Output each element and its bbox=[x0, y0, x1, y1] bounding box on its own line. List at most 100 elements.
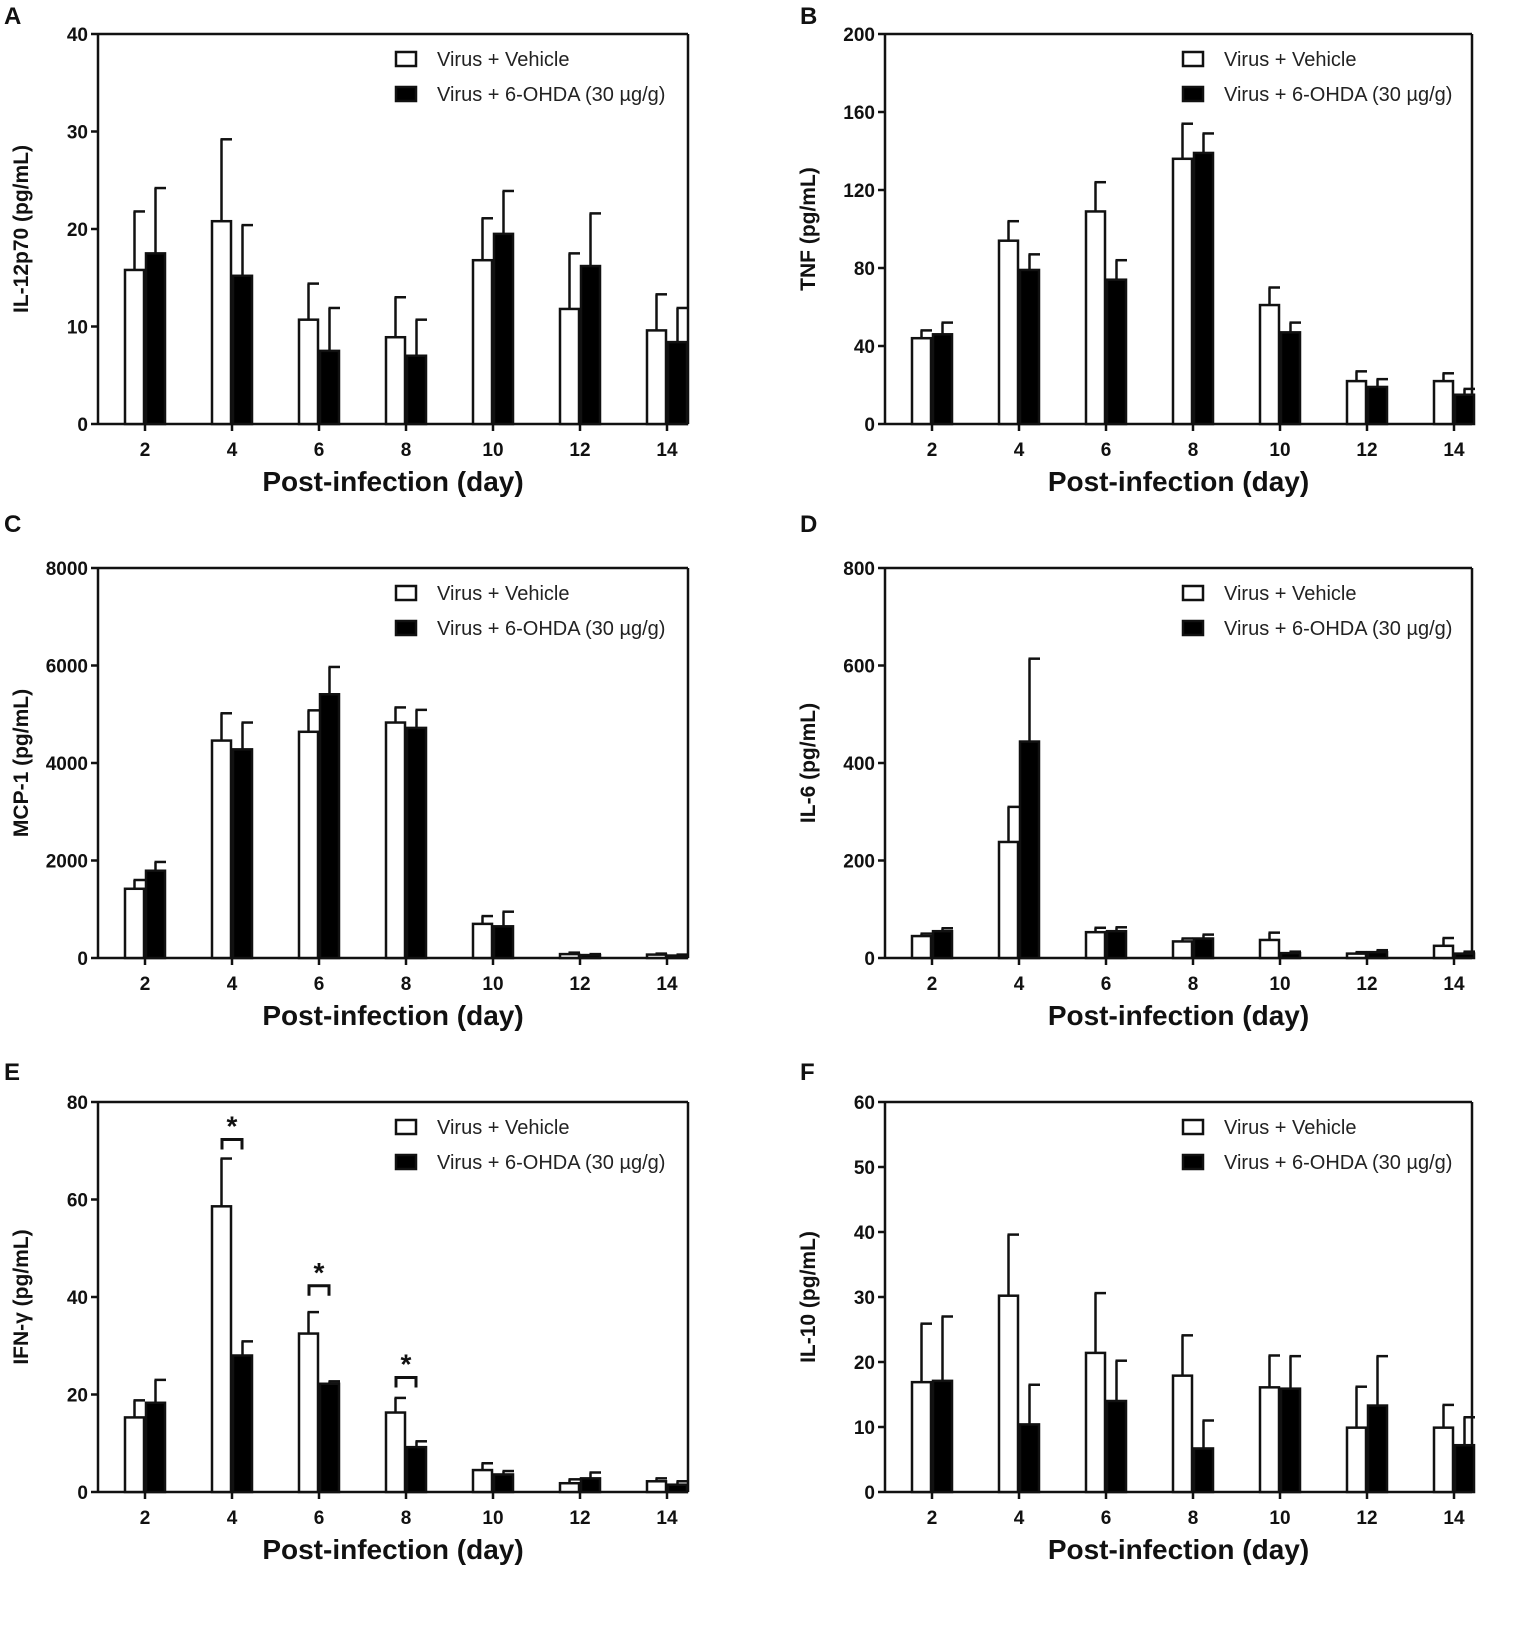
legend-swatch-6ohda bbox=[1181, 85, 1205, 103]
x-tick-label: 2 bbox=[140, 1508, 151, 1529]
y-tick-label: 80 bbox=[854, 259, 875, 280]
bar-vehicle-day-10 bbox=[471, 1468, 494, 1494]
bar-6ohda-day-6 bbox=[1105, 929, 1128, 960]
legend-label: Virus + Vehicle bbox=[1224, 583, 1357, 605]
y-tick-label: 60 bbox=[854, 1093, 875, 1114]
x-tick-label: 4 bbox=[1014, 1508, 1025, 1529]
x-tick-label: 12 bbox=[1356, 1508, 1377, 1529]
chart-panel-a: A 0 10 20 30 40 IL-12p70 (pg/mL) Post-infection… bbox=[4, 3, 690, 497]
bar-6ohda-day-2 bbox=[931, 929, 954, 960]
y-tick-label: 6000 bbox=[46, 657, 88, 678]
bar-6ohda-day-12 bbox=[1366, 1404, 1389, 1494]
bar-6ohda-day-14 bbox=[1453, 393, 1476, 426]
x-tick-label: 10 bbox=[482, 1508, 503, 1529]
bar-vehicle-day-10 bbox=[1258, 303, 1281, 426]
y-tick-label: 40 bbox=[67, 1288, 88, 1309]
bar-6ohda-day-14 bbox=[1453, 952, 1476, 960]
bar-6ohda-day-4 bbox=[1018, 1423, 1041, 1494]
panel-letter: F bbox=[800, 1059, 815, 1086]
bar-vehicle-day-10 bbox=[1258, 938, 1281, 960]
bar-6ohda-day-8 bbox=[1192, 1447, 1215, 1494]
y-axis-title: IL-12p70 (pg/mL) bbox=[10, 145, 33, 313]
x-tick-label: 2 bbox=[927, 440, 938, 461]
y-tick-label: 8000 bbox=[46, 559, 88, 580]
bar-6ohda-day-8 bbox=[1192, 151, 1215, 426]
y-tick-label: 60 bbox=[67, 1191, 88, 1212]
bar-vehicle-day-12 bbox=[558, 1481, 581, 1494]
legend-swatch-vehicle bbox=[394, 1118, 418, 1136]
bar-vehicle-day-10 bbox=[471, 258, 494, 426]
bar-vehicle-day-10 bbox=[1258, 1386, 1281, 1494]
bar-vehicle-day-8 bbox=[1171, 1374, 1194, 1494]
x-axis-title: Post-infection (day) bbox=[1048, 1000, 1309, 1031]
bar-vehicle-day-12 bbox=[558, 952, 581, 960]
panel-letter: D bbox=[800, 511, 817, 538]
x-tick-label: 10 bbox=[1269, 974, 1290, 995]
bar-vehicle-day-6 bbox=[297, 318, 320, 426]
legend-label: Virus + Vehicle bbox=[437, 583, 570, 605]
bar-6ohda-day-6 bbox=[1105, 278, 1128, 426]
y-tick-label: 0 bbox=[864, 415, 875, 436]
bar-vehicle-day-8 bbox=[384, 1411, 407, 1494]
x-tick-label: 2 bbox=[927, 974, 938, 995]
y-tick-label: 800 bbox=[843, 559, 875, 580]
y-axis-title: TNF (pg/mL) bbox=[797, 167, 820, 291]
y-tick-label: 20 bbox=[854, 1353, 875, 1374]
bar-6ohda-day-14 bbox=[666, 954, 689, 960]
panel-letter: A bbox=[4, 3, 21, 30]
x-tick-label: 8 bbox=[401, 440, 412, 461]
x-tick-label: 8 bbox=[1188, 440, 1199, 461]
bar-vehicle-day-14 bbox=[645, 953, 668, 960]
x-tick-label: 6 bbox=[1101, 974, 1112, 995]
x-tick-label: 2 bbox=[140, 974, 151, 995]
bar-vehicle-day-2 bbox=[123, 268, 146, 426]
y-axis-title: MCP-1 (pg/mL) bbox=[10, 689, 33, 837]
y-axis-title: IFN-γ (pg/mL) bbox=[10, 1229, 33, 1364]
bar-vehicle-day-2 bbox=[123, 1416, 146, 1494]
y-tick-label: 120 bbox=[843, 181, 875, 202]
x-tick-label: 4 bbox=[227, 440, 238, 461]
x-tick-label: 12 bbox=[569, 1508, 590, 1529]
bar-vehicle-day-2 bbox=[910, 1380, 933, 1494]
y-tick-label: 20 bbox=[67, 1386, 88, 1407]
bar-vehicle-day-2 bbox=[910, 934, 933, 960]
y-tick-label: 40 bbox=[67, 25, 88, 46]
bar-6ohda-day-6 bbox=[1105, 1399, 1128, 1494]
chart-panel-c: C 0 2000 4000 6000 8000 MCP-1 (pg/mL) Post-infe… bbox=[4, 511, 690, 1031]
y-tick-label: 80 bbox=[67, 1093, 88, 1114]
x-tick-label: 12 bbox=[1356, 440, 1377, 461]
significance-star: * bbox=[227, 1111, 238, 1142]
y-tick-label: 30 bbox=[67, 123, 88, 144]
legend-label: Virus + Vehicle bbox=[437, 49, 570, 71]
bar-6ohda-day-12 bbox=[579, 264, 602, 426]
significance-bracket bbox=[394, 1375, 418, 1388]
legend-swatch-6ohda bbox=[1181, 1153, 1205, 1171]
x-axis-title: Post-infection (day) bbox=[1048, 466, 1309, 497]
x-tick-label: 6 bbox=[314, 1508, 325, 1529]
bar-6ohda-day-8 bbox=[405, 354, 428, 426]
legend-swatch-vehicle bbox=[1181, 1118, 1205, 1136]
x-tick-label: 4 bbox=[1014, 440, 1025, 461]
x-tick-label: 14 bbox=[1443, 440, 1465, 461]
bar-6ohda-day-2 bbox=[931, 333, 954, 426]
x-tick-label: 4 bbox=[227, 1508, 238, 1529]
x-tick-label: 8 bbox=[1188, 974, 1199, 995]
y-tick-label: 160 bbox=[843, 103, 875, 124]
bar-vehicle-day-10 bbox=[471, 922, 494, 960]
legend-label: Virus + 6-OHDA (30 µg/g) bbox=[1224, 618, 1452, 640]
bar-vehicle-day-14 bbox=[645, 329, 668, 426]
bar-6ohda-day-8 bbox=[405, 1445, 428, 1494]
significance-star: * bbox=[314, 1257, 325, 1288]
bar-6ohda-day-4 bbox=[231, 1354, 254, 1494]
legend-swatch-6ohda bbox=[1181, 619, 1205, 637]
x-tick-label: 6 bbox=[1101, 440, 1112, 461]
bar-vehicle-day-4 bbox=[997, 239, 1020, 426]
chart-panel-f: F 0 10 20 30 40 50 60 IL-10 (pg/mL) Post-infectio… bbox=[797, 1059, 1476, 1565]
bar-vehicle-day-6 bbox=[1084, 930, 1107, 960]
y-tick-label: 10 bbox=[67, 318, 88, 339]
bar-vehicle-day-12 bbox=[558, 307, 581, 426]
bar-vehicle-day-12 bbox=[1345, 379, 1368, 426]
chart-panel-e: E 0 20 40 60 80 IFN-γ (pg/mL) Post-infection (d… bbox=[4, 1059, 690, 1565]
significance-bracket bbox=[220, 1138, 244, 1150]
x-axis-title: Post-infection (day) bbox=[262, 1534, 523, 1565]
